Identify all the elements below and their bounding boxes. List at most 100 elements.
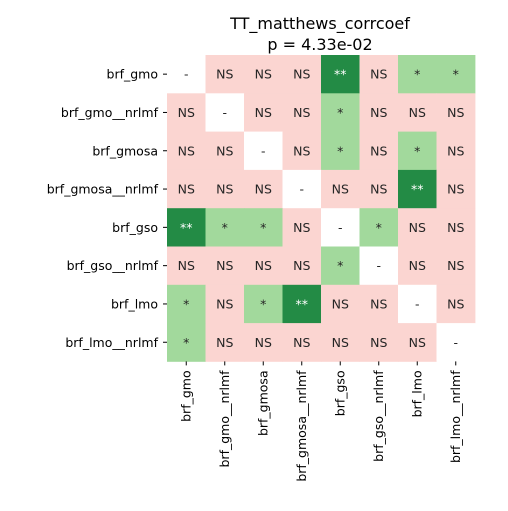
row-tick-label: brf_gmosa__nrlmf (47, 182, 159, 197)
heatmap-cell-label: NS (447, 143, 464, 158)
heatmap-cell (321, 284, 360, 324)
heatmap-cell-label: ** (296, 296, 309, 311)
heatmap-cell-label: NS (447, 105, 464, 120)
chart-title: TT_matthews_corrcoef (229, 14, 410, 34)
row-tick-label: brf_gmo (107, 67, 158, 82)
heatmap-cell (167, 169, 206, 209)
heatmap-cell (282, 131, 322, 171)
heatmap-cell (167, 131, 206, 171)
column-tick-label: brf_gmosa (256, 370, 271, 436)
heatmap-cell-label: * (222, 220, 228, 235)
column-tick-label: brf_lmo (410, 370, 425, 417)
heatmap-cell (436, 169, 476, 209)
heatmap-cell-label: NS (216, 182, 233, 197)
heatmap-cell-label: * (337, 258, 343, 273)
heatmap-cell (321, 246, 360, 286)
heatmap-cell (359, 208, 399, 247)
heatmap-cell (205, 169, 245, 209)
heatmap-cell (321, 208, 360, 247)
heatmap-cell (282, 208, 322, 247)
heatmap-cell-label: NS (255, 182, 272, 197)
heatmap-cell (359, 131, 399, 171)
heatmap-cell-label: NS (370, 335, 387, 350)
column-tick-label: brf_gso__nrlmf (371, 370, 386, 462)
heatmap-cell-label: NS (370, 143, 387, 158)
heatmap-cell-label: NS (332, 335, 349, 350)
heatmap-cell (321, 93, 360, 132)
heatmap-cell-label: NS (370, 182, 387, 197)
heatmap-cell (205, 55, 245, 94)
heatmap-cell (436, 131, 476, 171)
heatmap-cell (244, 284, 283, 324)
heatmap-cell-label: ** (180, 220, 193, 235)
heatmap-cell (282, 284, 322, 324)
heatmap-cell (321, 131, 360, 171)
row-labels: brf_gmo brf_gmo__nrlmf brf_gmosa brf_gmosa_… (47, 67, 167, 350)
heatmap-cell (205, 284, 245, 324)
heatmap-cell-label: * (337, 143, 343, 158)
column-tick-label: brf_gmo (179, 370, 194, 421)
heatmap-cell-label: NS (178, 182, 195, 197)
heatmap-cell (359, 169, 399, 209)
heatmap-cell-label: * (260, 296, 266, 311)
heatmap-cell-label: NS (447, 182, 464, 197)
heatmap-cell-label: NS (255, 335, 272, 350)
heatmap-cell-label: NS (216, 143, 233, 158)
heatmap-cell (282, 246, 322, 286)
heatmap-cell-label: - (338, 220, 343, 235)
row-tick-label: brf_gso (112, 220, 158, 235)
heatmap-cell-label: NS (447, 220, 464, 235)
heatmap-cell (359, 323, 399, 362)
heatmap-cell (167, 246, 206, 286)
heatmap-cell-label: NS (447, 258, 464, 273)
heatmap-cell (398, 169, 437, 209)
column-tick-label: brf_gmosa__nrlmf (294, 370, 309, 482)
heatmap-cell (167, 55, 206, 94)
heatmap-cell-label: NS (332, 182, 349, 197)
heatmap-cell (436, 55, 476, 94)
heatmap-cell-label: NS (178, 143, 195, 158)
heatmap-cell-label: NS (293, 220, 310, 235)
heatmap-cell-label: - (261, 143, 266, 158)
heatmap-cell (359, 93, 399, 132)
heatmap-cell (321, 323, 360, 362)
heatmap-cell (359, 246, 399, 286)
row-tick-label: brf_gmo__nrlmf (61, 105, 159, 120)
heatmap-cell (167, 93, 206, 132)
heatmap-cell-label: ** (411, 182, 424, 197)
heatmap-cell-label: NS (255, 258, 272, 273)
heatmap-cell (436, 323, 476, 362)
heatmap-cell-label: NS (216, 67, 233, 82)
heatmap-cell-label: NS (178, 258, 195, 273)
heatmap-cell (398, 55, 437, 94)
heatmap-cell (244, 323, 283, 362)
heatmap-cell-label: NS (293, 67, 310, 82)
chart-subtitle: p = 4.33e-02 (267, 35, 372, 54)
heatmap-cell (282, 323, 322, 362)
column-tick-label: brf_lmo__nrlmf (448, 370, 463, 463)
heatmap-cell-label: NS (178, 105, 195, 120)
heatmap-cell-label: - (184, 67, 189, 82)
heatmap-cell-label: NS (409, 335, 426, 350)
heatmap-cell-label: NS (370, 296, 387, 311)
heatmap-cell (244, 169, 283, 209)
heatmap-cell-label: * (414, 67, 420, 82)
heatmap-cell-label: NS (255, 105, 272, 120)
heatmap-cell (436, 208, 476, 247)
heatmap-cell (205, 246, 245, 286)
heatmap-cell (244, 208, 283, 247)
heatmap-cell-label: NS (255, 67, 272, 82)
heatmap-cell (398, 323, 437, 362)
heatmap-cell-label: - (222, 105, 227, 120)
heatmap-cell-label: - (415, 296, 420, 311)
heatmap-cell-label: - (299, 182, 304, 197)
column-labels: brf_gmo brf_gmo__nrlmf brf_gmosa brf_gmosa_… (179, 361, 463, 482)
heatmap-cell (167, 323, 206, 362)
heatmap-cell (205, 323, 245, 362)
heatmap-cell (436, 93, 476, 132)
heatmap-cell-label: - (376, 258, 381, 273)
heatmap-cell-label: NS (370, 105, 387, 120)
heatmap-cell-label: NS (332, 296, 349, 311)
heatmap-cell-label: NS (409, 220, 426, 235)
heatmap-cell-label: - (453, 335, 458, 350)
